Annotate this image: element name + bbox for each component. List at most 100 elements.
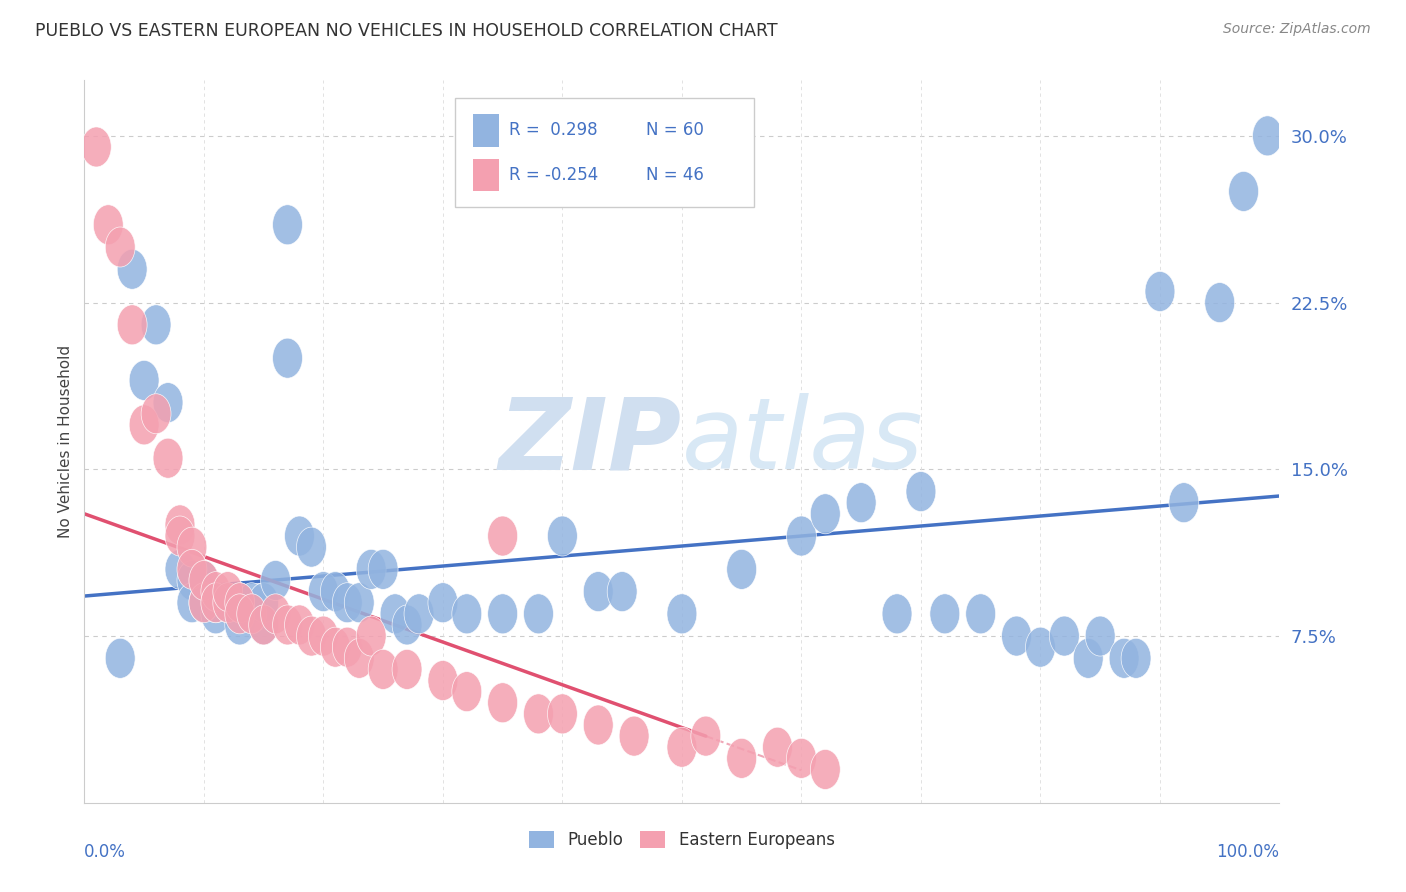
Ellipse shape xyxy=(236,594,267,634)
Ellipse shape xyxy=(1121,639,1152,678)
Ellipse shape xyxy=(427,660,458,700)
Ellipse shape xyxy=(356,616,387,657)
Ellipse shape xyxy=(607,572,637,612)
Ellipse shape xyxy=(810,749,841,789)
Ellipse shape xyxy=(308,572,339,612)
Ellipse shape xyxy=(488,682,517,723)
Ellipse shape xyxy=(153,383,183,423)
Ellipse shape xyxy=(427,582,458,623)
Ellipse shape xyxy=(727,739,756,779)
Ellipse shape xyxy=(177,560,207,600)
Ellipse shape xyxy=(225,594,254,634)
Ellipse shape xyxy=(105,639,135,678)
Ellipse shape xyxy=(583,572,613,612)
Text: atlas: atlas xyxy=(682,393,924,490)
Ellipse shape xyxy=(523,594,554,634)
Text: N = 60: N = 60 xyxy=(647,121,704,139)
Ellipse shape xyxy=(297,616,326,657)
Ellipse shape xyxy=(666,727,697,767)
Legend: Pueblo, Eastern Europeans: Pueblo, Eastern Europeans xyxy=(523,824,841,856)
Ellipse shape xyxy=(177,549,207,590)
Ellipse shape xyxy=(82,127,111,167)
Ellipse shape xyxy=(212,582,243,623)
Ellipse shape xyxy=(344,582,374,623)
Text: R =  0.298: R = 0.298 xyxy=(509,121,598,139)
Ellipse shape xyxy=(141,305,172,345)
Ellipse shape xyxy=(212,572,243,612)
Ellipse shape xyxy=(344,639,374,678)
Ellipse shape xyxy=(273,338,302,378)
Ellipse shape xyxy=(380,594,411,634)
Ellipse shape xyxy=(188,582,219,623)
Ellipse shape xyxy=(153,438,183,478)
Ellipse shape xyxy=(1073,639,1104,678)
Ellipse shape xyxy=(368,649,398,690)
Ellipse shape xyxy=(882,594,912,634)
Ellipse shape xyxy=(1229,171,1258,211)
Ellipse shape xyxy=(488,516,517,556)
Text: Source: ZipAtlas.com: Source: ZipAtlas.com xyxy=(1223,22,1371,37)
Ellipse shape xyxy=(451,672,482,712)
Ellipse shape xyxy=(523,694,554,734)
Ellipse shape xyxy=(177,527,207,567)
Ellipse shape xyxy=(177,582,207,623)
Ellipse shape xyxy=(188,582,219,623)
FancyBboxPatch shape xyxy=(456,98,754,207)
Ellipse shape xyxy=(225,605,254,645)
Ellipse shape xyxy=(547,694,578,734)
Ellipse shape xyxy=(583,705,613,745)
Ellipse shape xyxy=(666,594,697,634)
Ellipse shape xyxy=(1025,627,1056,667)
Ellipse shape xyxy=(129,405,159,445)
Ellipse shape xyxy=(1049,616,1080,657)
Text: R = -0.254: R = -0.254 xyxy=(509,166,598,184)
Ellipse shape xyxy=(321,627,350,667)
Ellipse shape xyxy=(547,516,578,556)
Ellipse shape xyxy=(201,572,231,612)
Ellipse shape xyxy=(117,305,148,345)
Ellipse shape xyxy=(392,649,422,690)
Ellipse shape xyxy=(201,594,231,634)
Ellipse shape xyxy=(1168,483,1199,523)
Ellipse shape xyxy=(404,594,434,634)
Ellipse shape xyxy=(260,594,291,634)
Text: ZIP: ZIP xyxy=(499,393,682,490)
Text: N = 46: N = 46 xyxy=(647,166,704,184)
Ellipse shape xyxy=(284,605,315,645)
Ellipse shape xyxy=(188,560,219,600)
FancyBboxPatch shape xyxy=(472,159,499,191)
Ellipse shape xyxy=(392,605,422,645)
Ellipse shape xyxy=(105,227,135,267)
Ellipse shape xyxy=(249,582,278,623)
Ellipse shape xyxy=(249,605,278,645)
Ellipse shape xyxy=(1085,616,1115,657)
Ellipse shape xyxy=(810,494,841,533)
Ellipse shape xyxy=(368,549,398,590)
Ellipse shape xyxy=(249,605,278,645)
Ellipse shape xyxy=(1001,616,1032,657)
Ellipse shape xyxy=(1253,116,1282,156)
FancyBboxPatch shape xyxy=(472,114,499,146)
Ellipse shape xyxy=(846,483,876,523)
Ellipse shape xyxy=(488,594,517,634)
Ellipse shape xyxy=(165,549,195,590)
Ellipse shape xyxy=(1109,639,1139,678)
Ellipse shape xyxy=(273,205,302,244)
Ellipse shape xyxy=(619,716,650,756)
Y-axis label: No Vehicles in Household: No Vehicles in Household xyxy=(58,345,73,538)
Ellipse shape xyxy=(727,549,756,590)
Text: PUEBLO VS EASTERN EUROPEAN NO VEHICLES IN HOUSEHOLD CORRELATION CHART: PUEBLO VS EASTERN EUROPEAN NO VEHICLES I… xyxy=(35,22,778,40)
Ellipse shape xyxy=(332,582,363,623)
Ellipse shape xyxy=(117,249,148,289)
Ellipse shape xyxy=(236,582,267,623)
Ellipse shape xyxy=(966,594,995,634)
Ellipse shape xyxy=(308,616,339,657)
Ellipse shape xyxy=(1144,271,1175,311)
Ellipse shape xyxy=(225,582,254,623)
Ellipse shape xyxy=(690,716,721,756)
Ellipse shape xyxy=(212,582,243,623)
Ellipse shape xyxy=(332,627,363,667)
Ellipse shape xyxy=(141,393,172,434)
Text: 0.0%: 0.0% xyxy=(84,843,127,861)
Ellipse shape xyxy=(929,594,960,634)
